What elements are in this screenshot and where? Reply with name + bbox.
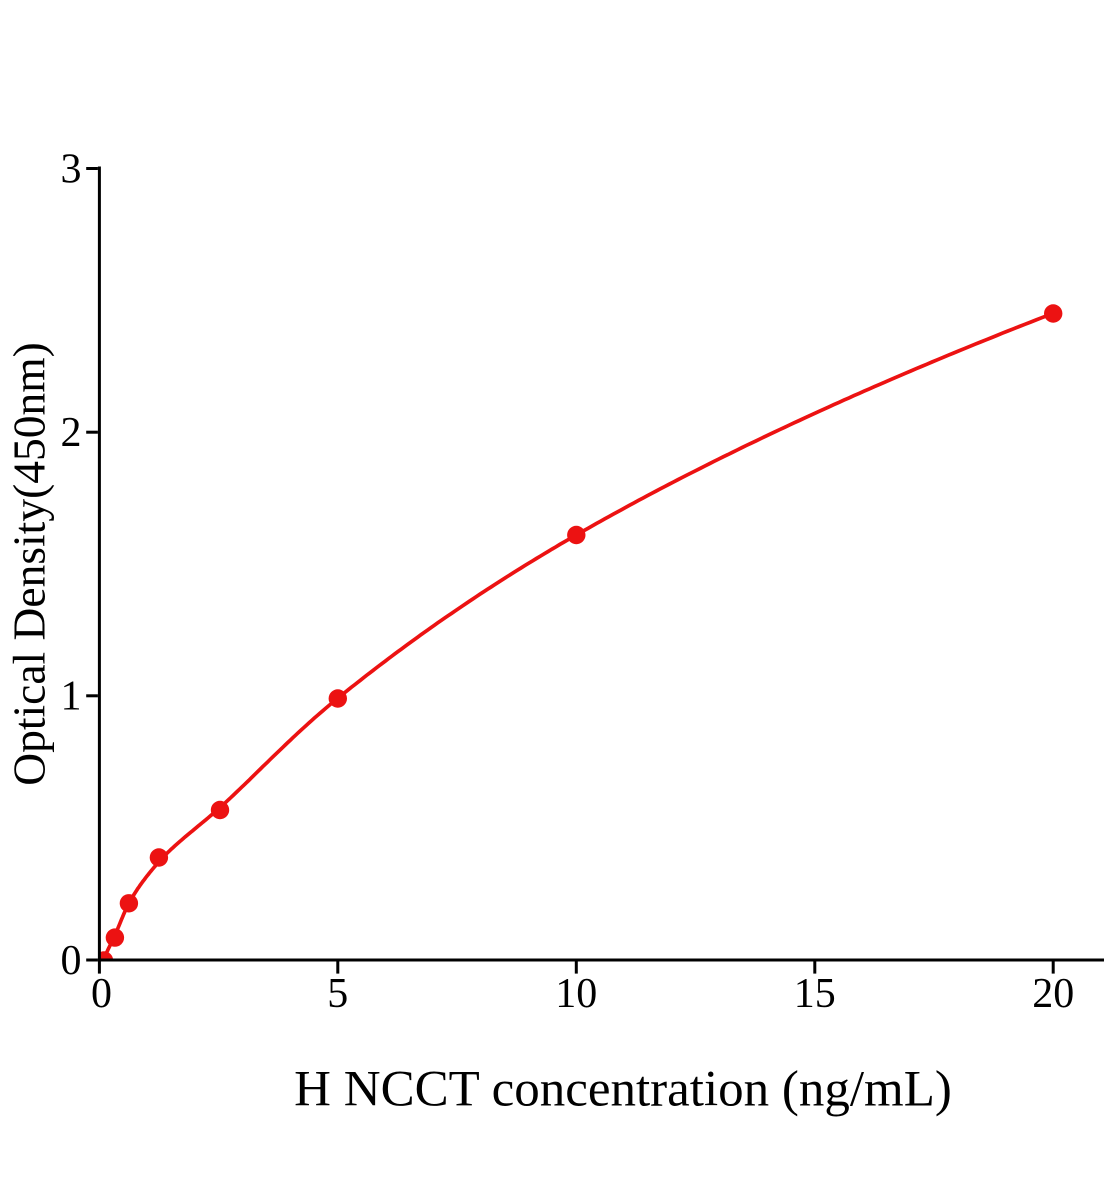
svg-text:1: 1 xyxy=(61,674,82,720)
svg-text:2: 2 xyxy=(61,410,82,456)
svg-text:0: 0 xyxy=(61,938,82,984)
svg-text:10: 10 xyxy=(555,971,597,1017)
svg-text:15: 15 xyxy=(794,971,836,1017)
svg-text:Optical Density(450nm): Optical Density(450nm) xyxy=(4,342,55,786)
svg-text:5: 5 xyxy=(327,971,348,1017)
svg-text:H NCCT concentration (ng/mL): H NCCT concentration (ng/mL) xyxy=(294,1062,952,1118)
svg-text:3: 3 xyxy=(61,146,82,192)
svg-text:0: 0 xyxy=(91,971,112,1017)
svg-text:20: 20 xyxy=(1032,971,1074,1017)
